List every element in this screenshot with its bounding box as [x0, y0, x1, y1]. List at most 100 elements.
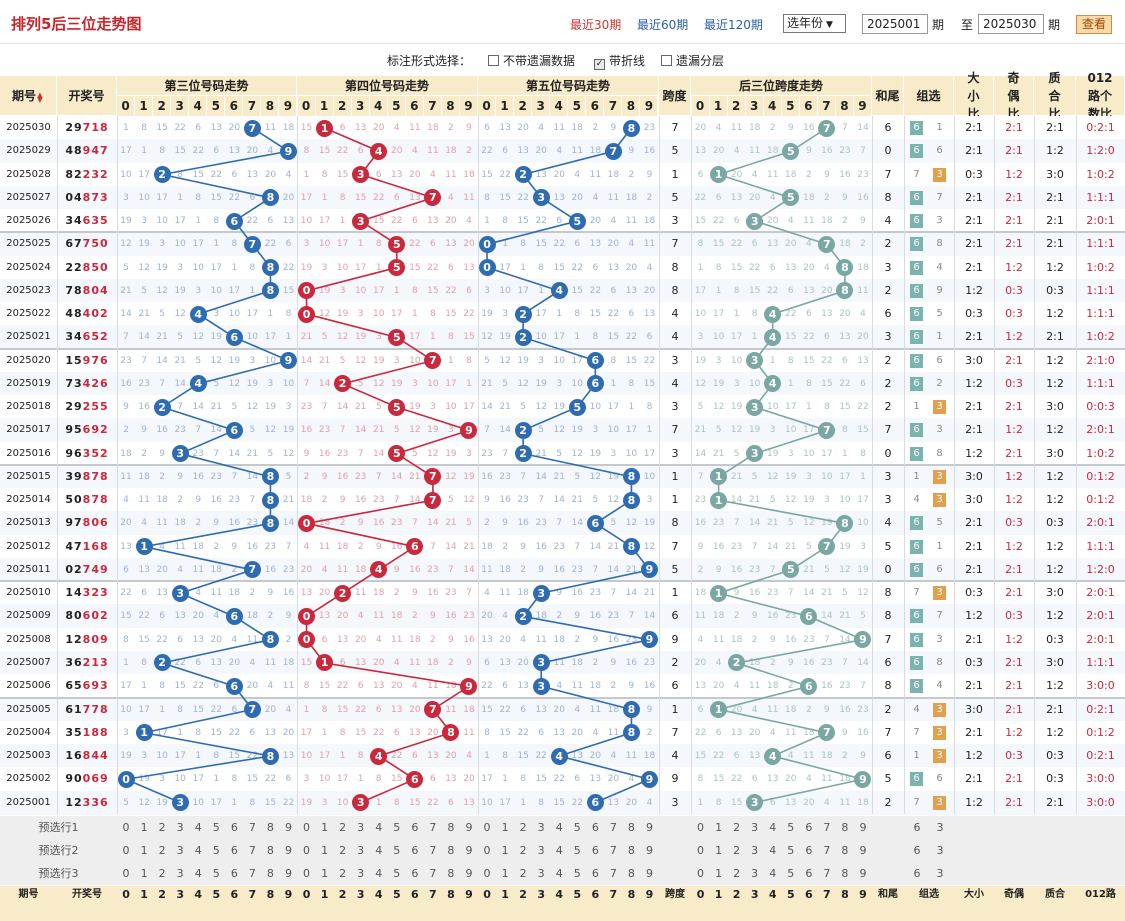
- preselect-digit[interactable]: 8: [447, 843, 455, 857]
- preselect-digit[interactable]: 2: [733, 843, 741, 857]
- preselect-digit[interactable]: 0: [122, 866, 130, 880]
- preselect-digit[interactable]: 5: [393, 820, 401, 834]
- preselect-digit[interactable]: 5: [212, 866, 220, 880]
- preselect-digit[interactable]: 7: [609, 820, 617, 834]
- to-period-input[interactable]: 2025030: [978, 14, 1044, 34]
- preselect-digit[interactable]: 4: [375, 820, 383, 834]
- preselect-digit[interactable]: 8: [627, 843, 635, 857]
- preselect-digit[interactable]: 3: [176, 866, 184, 880]
- preselect-group[interactable]: 6: [913, 866, 921, 880]
- preselect-digit[interactable]: 5: [787, 866, 795, 880]
- preselect-digit[interactable]: 0: [483, 820, 491, 834]
- preselect-digit[interactable]: 9: [284, 820, 292, 834]
- preselect-digit[interactable]: 7: [248, 820, 256, 834]
- preselect-digit[interactable]: 3: [537, 820, 545, 834]
- preselect-digit[interactable]: 0: [483, 866, 491, 880]
- preselect-digit[interactable]: 7: [823, 866, 831, 880]
- preselect-digit[interactable]: 9: [284, 866, 292, 880]
- checkbox-icon[interactable]: [488, 55, 499, 66]
- preselect-digit[interactable]: 3: [751, 843, 759, 857]
- preselect-digit[interactable]: 4: [555, 866, 563, 880]
- preselect-digit[interactable]: 6: [230, 866, 238, 880]
- preselect-digit[interactable]: 0: [697, 866, 705, 880]
- preselect-digit[interactable]: 8: [447, 820, 455, 834]
- preselect-digit[interactable]: 6: [411, 866, 419, 880]
- preselect-digit[interactable]: 8: [627, 820, 635, 834]
- sort-icon[interactable]: ▲▼: [36, 90, 44, 101]
- preselect-digit[interactable]: 8: [266, 843, 274, 857]
- preselect-digit[interactable]: 2: [339, 843, 347, 857]
- preselect-digit[interactable]: 3: [176, 843, 184, 857]
- preselect-digit[interactable]: 0: [122, 820, 130, 834]
- col-issue[interactable]: 期号 ▲▼: [0, 76, 57, 116]
- preselect-digit[interactable]: 2: [339, 820, 347, 834]
- preselect-digit[interactable]: 3: [751, 866, 759, 880]
- option-with-polyline[interactable]: ✓ 带折线: [594, 52, 645, 70]
- preselect-digit[interactable]: 8: [841, 866, 849, 880]
- preselect-digit[interactable]: 2: [339, 866, 347, 880]
- preselect-digit[interactable]: 7: [609, 866, 617, 880]
- preselect-digit[interactable]: 7: [248, 866, 256, 880]
- preselect-digit[interactable]: 0: [303, 866, 311, 880]
- preselect-digit[interactable]: 6: [591, 843, 599, 857]
- link-recent-60[interactable]: 最近60期: [637, 18, 689, 32]
- preselect-digit[interactable]: 5: [787, 843, 795, 857]
- preselect-digit[interactable]: 8: [266, 866, 274, 880]
- preselect-digit[interactable]: 5: [212, 843, 220, 857]
- preselect-digit[interactable]: 1: [140, 820, 148, 834]
- preselect-digit[interactable]: 5: [212, 820, 220, 834]
- link-recent-30[interactable]: 最近30期: [570, 18, 622, 32]
- preselect-group[interactable]: 3: [936, 866, 944, 880]
- preselect-digit[interactable]: 3: [357, 843, 365, 857]
- preselect-digit[interactable]: 5: [573, 866, 581, 880]
- preselect-digit[interactable]: 3: [357, 820, 365, 834]
- preselect-digit[interactable]: 2: [158, 866, 166, 880]
- preselect-digit[interactable]: 4: [555, 820, 563, 834]
- preselect-digit[interactable]: 7: [429, 820, 437, 834]
- preselect-digit[interactable]: 1: [715, 843, 723, 857]
- preselect-group[interactable]: 6: [913, 820, 921, 834]
- preselect-digit[interactable]: 1: [501, 866, 509, 880]
- preselect-digit[interactable]: 6: [411, 843, 419, 857]
- preselect-digit[interactable]: 8: [447, 866, 455, 880]
- preselect-digit[interactable]: 9: [859, 866, 867, 880]
- preselect-digit[interactable]: 6: [230, 820, 238, 834]
- preselect-group[interactable]: 6: [913, 843, 921, 857]
- preselect-digit[interactable]: 4: [194, 820, 202, 834]
- preselect-digit[interactable]: 6: [805, 820, 813, 834]
- preselect-group[interactable]: 3: [936, 843, 944, 857]
- preselect-digit[interactable]: 1: [321, 866, 329, 880]
- preselect-digit[interactable]: 5: [787, 820, 795, 834]
- preselect-digit[interactable]: 0: [697, 843, 705, 857]
- preselect-digit[interactable]: 2: [158, 820, 166, 834]
- year-select[interactable]: 选年份 ▼: [783, 14, 846, 33]
- preselect-digit[interactable]: 5: [573, 820, 581, 834]
- preselect-digit[interactable]: 2: [519, 820, 527, 834]
- preselect-digit[interactable]: 6: [805, 866, 813, 880]
- preselect-group[interactable]: 3: [936, 820, 944, 834]
- preselect-digit[interactable]: 7: [823, 820, 831, 834]
- preselect-digit[interactable]: 9: [645, 820, 653, 834]
- preselect-digit[interactable]: 8: [841, 843, 849, 857]
- preselect-digit[interactable]: 2: [733, 866, 741, 880]
- preselect-digit[interactable]: 9: [645, 843, 653, 857]
- preselect-digit[interactable]: 6: [230, 843, 238, 857]
- preselect-digit[interactable]: 9: [859, 820, 867, 834]
- from-period-input[interactable]: 2025001: [862, 14, 928, 34]
- preselect-digit[interactable]: 4: [375, 866, 383, 880]
- preselect-digit[interactable]: 7: [823, 843, 831, 857]
- preselect-digit[interactable]: 7: [429, 843, 437, 857]
- preselect-digit[interactable]: 7: [609, 843, 617, 857]
- preselect-digit[interactable]: 4: [194, 866, 202, 880]
- preselect-digit[interactable]: 4: [769, 843, 777, 857]
- preselect-digit[interactable]: 9: [645, 866, 653, 880]
- query-button[interactable]: 查看: [1076, 15, 1113, 34]
- checkbox-checked-icon[interactable]: ✓: [594, 59, 605, 70]
- preselect-digit[interactable]: 4: [769, 820, 777, 834]
- preselect-digit[interactable]: 9: [465, 820, 473, 834]
- preselect-digit[interactable]: 2: [158, 843, 166, 857]
- preselect-digit[interactable]: 0: [483, 843, 491, 857]
- preselect-digit[interactable]: 0: [303, 820, 311, 834]
- option-no-omission[interactable]: 不带遗漏数据: [488, 52, 575, 69]
- preselect-digit[interactable]: 5: [393, 843, 401, 857]
